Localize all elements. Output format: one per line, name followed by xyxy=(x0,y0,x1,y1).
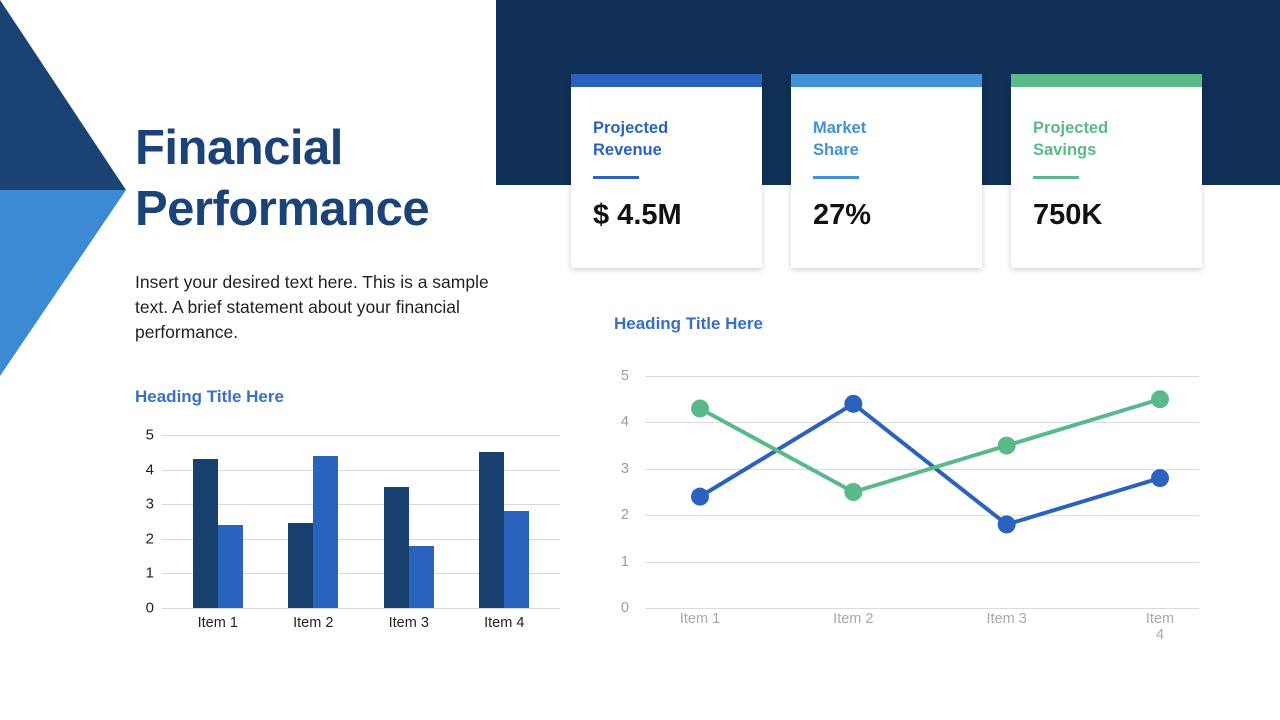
bar xyxy=(313,455,339,608)
bar-x-tick-label: Item 4 xyxy=(484,615,525,631)
bar-chart: 0 1 2 3 4 5 Item 1 Item 2 Item 3 Item 4 xyxy=(130,425,570,640)
kpi-accent-bar xyxy=(571,74,762,87)
bar-y-tick-label: 5 xyxy=(145,426,154,444)
kpi-label-line: Share xyxy=(813,141,859,159)
line-data-point xyxy=(844,394,863,413)
page-title: Financial Performance xyxy=(135,118,575,240)
bar-y-tick-label: 2 xyxy=(145,530,154,548)
line-chart: 0 1 2 3 4 5 Item 1 Item 2 Item 3 Item 4 xyxy=(605,366,1205,646)
kpi-label: Market Share xyxy=(813,117,982,161)
line-data-point xyxy=(1151,390,1169,409)
gridline xyxy=(162,573,560,575)
bar xyxy=(408,545,434,608)
bar-chart-gridlines: 0 1 2 3 4 5 xyxy=(130,425,570,640)
kpi-divider-rule xyxy=(1033,176,1079,179)
gridline xyxy=(645,515,1199,517)
kpi-label: Projected Revenue xyxy=(593,117,762,161)
kpi-value: 750K xyxy=(1033,199,1103,231)
kpi-accent-bar xyxy=(791,74,982,87)
line-data-point xyxy=(997,515,1016,534)
line-x-tick-label: Item 2 xyxy=(833,611,874,627)
line-data-point xyxy=(691,399,709,418)
bar-group xyxy=(192,435,243,608)
bar-group xyxy=(479,435,530,608)
kpi-label-line: Projected xyxy=(593,119,669,137)
kpi-card[interactable]: Market Share 27% xyxy=(791,74,982,268)
line-data-point xyxy=(997,436,1016,455)
kpi-label-line: Savings xyxy=(1033,141,1097,159)
gridline xyxy=(162,435,560,436)
line-data-point xyxy=(691,487,709,506)
decorative-triangle-dark xyxy=(0,0,126,190)
kpi-divider-rule xyxy=(593,176,639,179)
bar-chart-x-axis: Item 1 Item 2 Item 3 Item 4 xyxy=(170,615,552,637)
gridline xyxy=(162,469,560,471)
gridline xyxy=(645,561,1199,563)
kpi-card[interactable]: Projected Revenue $ 4.5M xyxy=(571,74,762,268)
bar xyxy=(383,486,409,608)
gridline xyxy=(162,504,560,506)
bar-y-tick-label: 4 xyxy=(145,461,154,479)
bar-x-tick-label: Item 2 xyxy=(293,615,334,631)
bar-y-tick-label: 1 xyxy=(145,564,154,582)
gridline xyxy=(645,422,1199,424)
line-x-tick-label: Item 3 xyxy=(986,611,1027,627)
bar xyxy=(192,459,218,608)
page-title-line: Performance xyxy=(135,182,430,236)
gridline xyxy=(645,608,1199,609)
intro-paragraph: Insert your desired text here. This is a… xyxy=(135,272,489,342)
kpi-accent-bar xyxy=(1011,74,1202,87)
page-title-line: Financial xyxy=(135,121,343,175)
left-content-column: Financial Performance Insert your desired… xyxy=(135,0,575,407)
bar-x-tick-label: Item 1 xyxy=(197,615,238,631)
line-y-tick-label: 1 xyxy=(620,553,629,570)
line-chart-series xyxy=(691,390,1169,534)
bar xyxy=(479,452,505,608)
kpi-label-line: Market xyxy=(813,119,867,137)
line-y-tick-label: 0 xyxy=(620,600,629,616)
bar xyxy=(217,524,243,608)
kpi-label-line: Revenue xyxy=(593,141,662,159)
bar-chart-heading: Heading Title Here xyxy=(135,387,284,406)
line-y-tick-label: 2 xyxy=(620,507,629,524)
bar xyxy=(288,523,314,608)
kpi-value: 27% xyxy=(813,199,872,231)
bar-y-tick-label: 3 xyxy=(145,495,154,513)
gridline xyxy=(162,538,560,540)
gridline xyxy=(645,376,1199,377)
line-y-tick-label: 3 xyxy=(620,460,629,477)
line-series-path xyxy=(698,397,1162,494)
line-chart-x-axis: Item 1 Item 2 Item 3 Item 4 xyxy=(645,611,1187,643)
kpi-label-line: Projected xyxy=(1033,119,1109,137)
bar-group xyxy=(288,435,339,608)
kpi-divider-rule xyxy=(813,176,859,179)
line-x-tick-label: Item 4 xyxy=(1145,611,1175,643)
line-chart-heading: Heading Title Here xyxy=(614,314,763,333)
kpi-value: $ 4.5M xyxy=(593,199,682,231)
bar-x-tick-label: Item 3 xyxy=(388,615,429,631)
line-y-tick-label: 4 xyxy=(620,414,629,431)
line-data-point xyxy=(844,483,863,501)
line-x-tick-label: Item 1 xyxy=(679,611,721,627)
gridline xyxy=(162,608,560,609)
bar-chart-bars xyxy=(170,435,552,608)
kpi-card[interactable]: Projected Savings 750K xyxy=(1011,74,1202,268)
line-y-tick-label: 5 xyxy=(620,368,629,384)
decorative-triangle-light xyxy=(0,190,126,376)
line-data-point xyxy=(1151,469,1169,488)
kpi-label: Projected Savings xyxy=(1033,117,1202,161)
bar-y-tick-label: 0 xyxy=(145,599,154,617)
bar xyxy=(504,511,530,608)
bar-group xyxy=(383,435,434,608)
